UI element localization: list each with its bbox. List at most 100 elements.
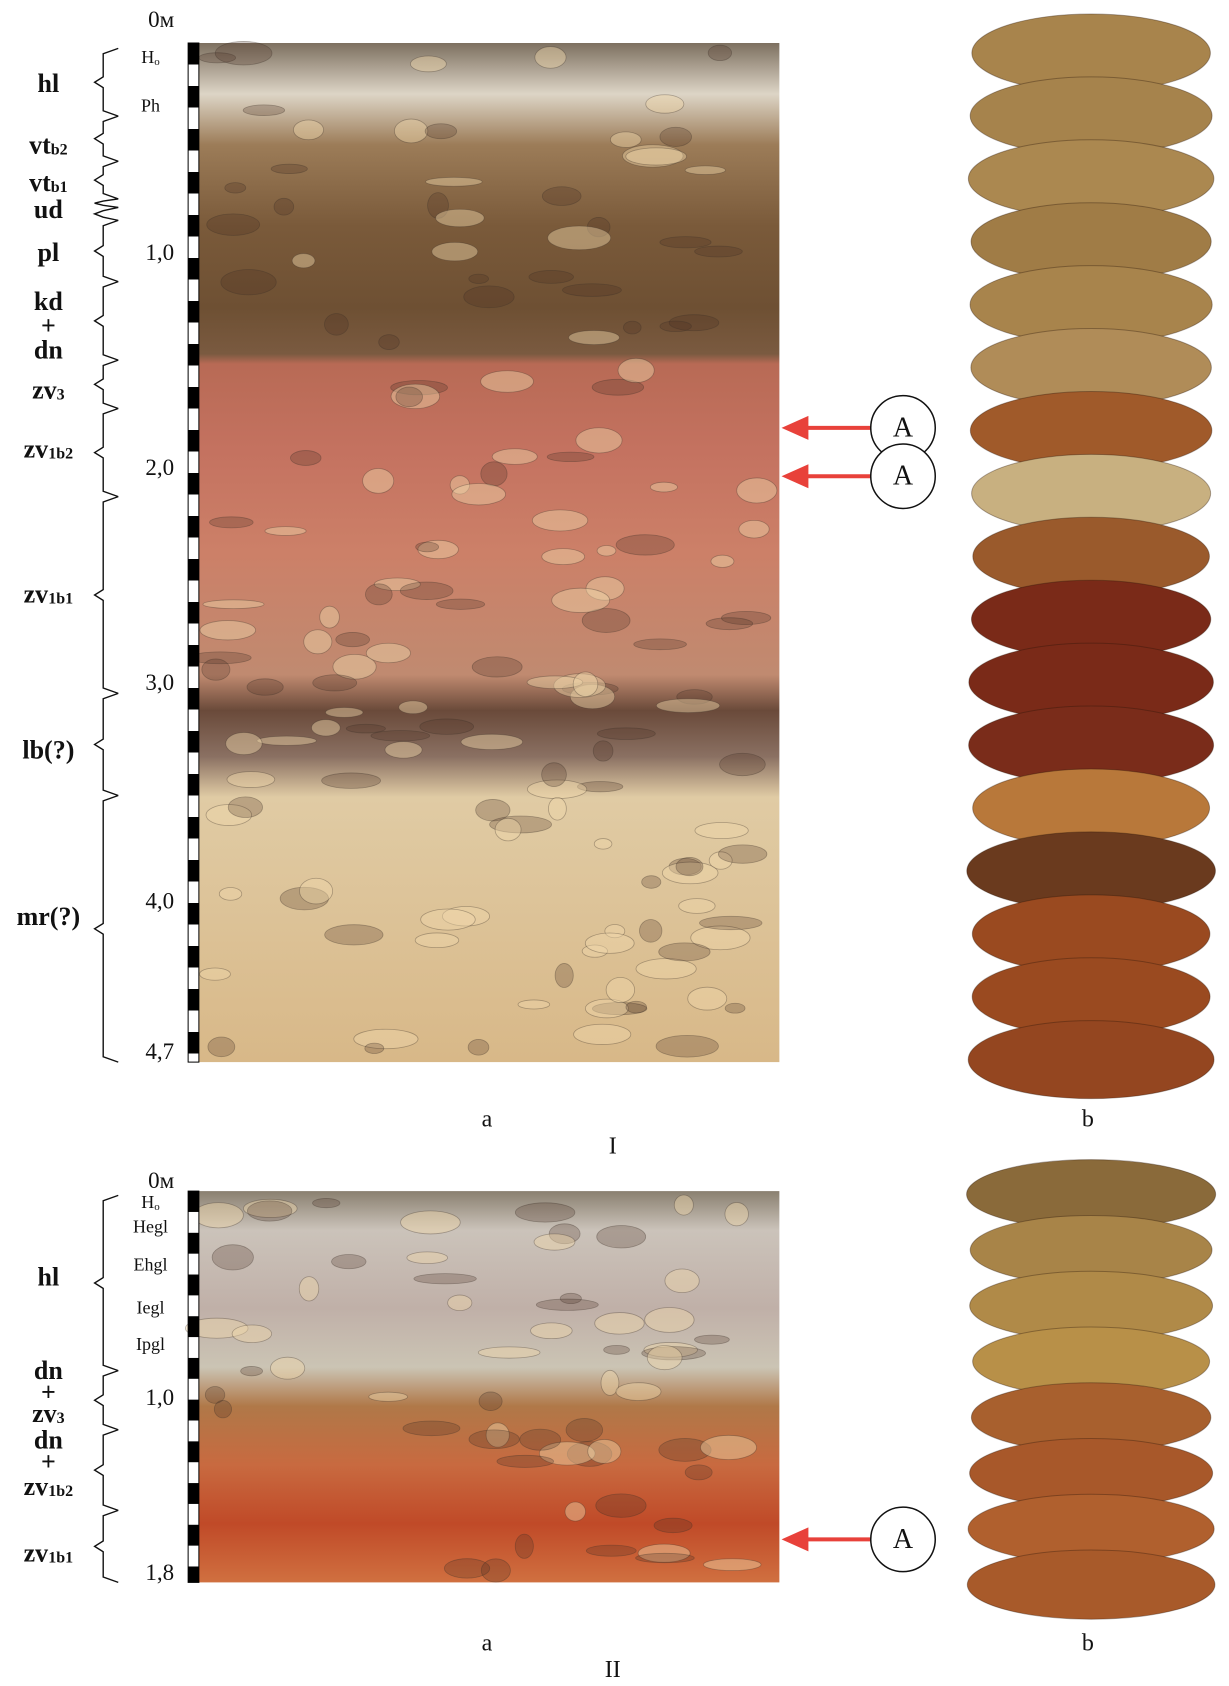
unit-label: vtb2 bbox=[29, 130, 68, 159]
unit-label: zv1b1 bbox=[24, 1538, 73, 1567]
soil-texture bbox=[569, 684, 616, 710]
soil-texture bbox=[324, 924, 384, 946]
unit-label-main: zv bbox=[24, 434, 49, 463]
soil-texture bbox=[273, 197, 295, 216]
soil-texture bbox=[517, 999, 551, 1010]
soil-texture bbox=[639, 919, 663, 943]
unit-brace bbox=[93, 794, 119, 1063]
soil-texture bbox=[719, 752, 766, 777]
soil-texture bbox=[622, 144, 684, 168]
soil-texture bbox=[485, 1422, 510, 1448]
ruler-segment bbox=[188, 1357, 199, 1379]
soil-texture bbox=[658, 942, 711, 962]
soil-texture bbox=[480, 461, 508, 487]
soil-texture bbox=[519, 1428, 562, 1451]
horizon-label-main: H bbox=[141, 47, 154, 67]
unit-label-main: kd bbox=[34, 287, 63, 316]
soil-texture bbox=[332, 654, 377, 680]
soil-texture bbox=[231, 1324, 273, 1344]
unit-label-main: hl bbox=[38, 69, 60, 98]
horizon-label-main: Hegl bbox=[133, 1217, 168, 1237]
ruler-segment bbox=[188, 903, 199, 925]
soil-texture bbox=[201, 658, 231, 681]
ruler-segment bbox=[188, 387, 199, 409]
ruler-segment bbox=[188, 1441, 199, 1463]
soil-profile bbox=[198, 1191, 780, 1583]
panel-label: II bbox=[605, 1657, 621, 1683]
soil-texture bbox=[480, 1558, 511, 1583]
soil-texture bbox=[694, 822, 749, 839]
soil-texture bbox=[581, 608, 631, 633]
ruler-segment bbox=[188, 516, 199, 538]
soil-texture bbox=[534, 46, 567, 69]
ruler-segment bbox=[188, 344, 199, 366]
unit-brace bbox=[93, 1429, 119, 1512]
soil-texture bbox=[368, 1391, 408, 1402]
ruler-segment bbox=[188, 1524, 199, 1546]
unit-label-sub: 1b1 bbox=[48, 590, 73, 607]
soil-texture bbox=[617, 357, 655, 383]
unit-brace bbox=[93, 280, 119, 361]
soil-texture bbox=[581, 944, 608, 958]
soil-texture bbox=[220, 269, 277, 296]
soil-texture bbox=[447, 1294, 473, 1312]
soil-texture bbox=[551, 587, 611, 613]
soil-texture bbox=[694, 245, 743, 258]
soil-texture bbox=[514, 1533, 534, 1559]
soil-texture bbox=[641, 1346, 706, 1361]
depth-label: 4,7 bbox=[145, 1039, 174, 1064]
ruler-segment bbox=[188, 215, 199, 237]
soil-texture bbox=[527, 779, 588, 799]
soil-texture bbox=[707, 44, 733, 62]
soil-texture bbox=[311, 719, 341, 737]
soil-texture bbox=[449, 475, 470, 495]
unit-label-main: dn bbox=[34, 1356, 63, 1385]
soil-texture bbox=[204, 1386, 226, 1404]
horizon-label: Ipgl bbox=[136, 1334, 165, 1354]
soil-texture bbox=[494, 817, 522, 842]
soil-texture bbox=[399, 581, 454, 600]
soil-texture bbox=[477, 1346, 541, 1359]
unit-label: dn bbox=[34, 1356, 63, 1385]
marker-label: A bbox=[893, 461, 914, 492]
ruler-segment bbox=[188, 1032, 199, 1054]
soil-texture bbox=[703, 1558, 762, 1571]
soil-texture bbox=[577, 781, 624, 793]
soil-texture bbox=[535, 1298, 599, 1311]
soil-texture bbox=[554, 963, 574, 988]
soil-texture bbox=[553, 673, 606, 698]
soil-texture bbox=[604, 924, 626, 939]
soil-texture bbox=[335, 632, 370, 648]
soil-texture bbox=[209, 516, 254, 529]
unit-brace bbox=[93, 1194, 119, 1372]
horizon-label-main: H bbox=[141, 1192, 154, 1212]
unit-label-main: zv bbox=[32, 1399, 57, 1428]
panel-label: I bbox=[609, 1134, 617, 1160]
soil-texture bbox=[205, 804, 253, 826]
soil-texture bbox=[561, 681, 619, 696]
soil-texture bbox=[541, 762, 567, 787]
soil-texture bbox=[291, 253, 316, 269]
soil-texture bbox=[643, 1342, 698, 1358]
unit-label: + bbox=[41, 1447, 56, 1476]
unit-label-main: hl bbox=[38, 1262, 60, 1291]
column-label: a bbox=[482, 1107, 493, 1133]
soil-texture bbox=[390, 383, 441, 410]
soil-texture bbox=[463, 285, 515, 309]
unit-label-sub: 3 bbox=[57, 386, 65, 403]
soil-texture bbox=[225, 732, 263, 756]
soil-texture bbox=[413, 1273, 477, 1285]
soil-texture bbox=[218, 887, 243, 901]
soil-texture bbox=[345, 723, 386, 734]
soil-texture bbox=[293, 119, 324, 141]
soil-texture bbox=[270, 1356, 306, 1380]
ruler-segment bbox=[188, 430, 199, 452]
soil-texture bbox=[531, 509, 589, 532]
soil-texture bbox=[467, 1039, 490, 1056]
horizon-label: Iegl bbox=[137, 1297, 165, 1317]
unit-label: + bbox=[41, 311, 56, 340]
soil-texture bbox=[211, 1244, 254, 1271]
soil-texture bbox=[213, 1400, 232, 1419]
horizon-label: Ph bbox=[141, 96, 160, 116]
